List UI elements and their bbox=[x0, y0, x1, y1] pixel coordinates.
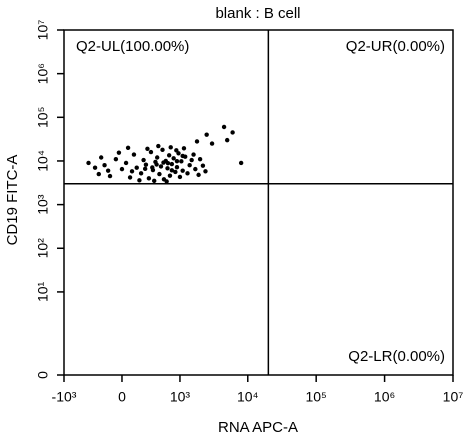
event-dot bbox=[127, 175, 133, 180]
quadrant-label: Q2-UR(0.00%) bbox=[346, 38, 445, 55]
event-dot bbox=[174, 158, 180, 164]
event-dot bbox=[164, 179, 169, 184]
event-dot bbox=[119, 166, 125, 172]
event-dot bbox=[187, 162, 192, 168]
plot-frame bbox=[63, 29, 454, 376]
event-dot bbox=[98, 155, 104, 160]
event-dot bbox=[193, 166, 198, 172]
y-tick-label: 0 bbox=[35, 371, 51, 379]
event-dot bbox=[146, 176, 152, 181]
y-axis-label: CD19 FITC-A bbox=[4, 155, 21, 246]
event-dot bbox=[158, 164, 164, 169]
event-dot bbox=[191, 152, 196, 157]
event-dot bbox=[160, 147, 165, 153]
event-dot bbox=[152, 178, 157, 184]
event-dot bbox=[197, 156, 203, 162]
y-tick-label: 10⁴ bbox=[35, 150, 51, 172]
event-dot bbox=[230, 130, 235, 135]
event-dot bbox=[209, 141, 215, 146]
event-dot bbox=[123, 160, 129, 166]
event-dot bbox=[167, 173, 173, 178]
quadrant-label: Q2-LR(0.00%) bbox=[348, 348, 445, 365]
event-dot bbox=[129, 169, 135, 174]
event-dot bbox=[189, 157, 194, 163]
event-dot bbox=[141, 157, 146, 163]
event-dot bbox=[142, 166, 148, 172]
x-tick-label: 10⁷ bbox=[443, 389, 464, 405]
x-tick-label: -10³ bbox=[52, 389, 77, 405]
x-tick-label: 10⁶ bbox=[374, 389, 395, 405]
event-dot bbox=[179, 159, 184, 164]
event-dot bbox=[169, 168, 175, 173]
x-tick-label: 0 bbox=[118, 389, 126, 405]
event-dot bbox=[204, 132, 209, 137]
y-tick-label: 10⁷ bbox=[35, 20, 51, 41]
event-dot bbox=[138, 171, 144, 176]
event-dot bbox=[154, 162, 159, 167]
event-dot bbox=[177, 174, 183, 180]
x-axis-label: RNA APC-A bbox=[218, 419, 298, 436]
y-tick-label: 10⁶ bbox=[35, 63, 51, 84]
event-dot bbox=[196, 172, 201, 178]
event-dot bbox=[174, 164, 180, 170]
y-tick-label: 10² bbox=[35, 238, 51, 259]
event-dot bbox=[137, 178, 142, 183]
event-dot bbox=[154, 155, 160, 160]
event-dot bbox=[107, 173, 113, 179]
event-dot bbox=[181, 146, 187, 151]
event-dot bbox=[96, 171, 101, 177]
event-dot bbox=[221, 124, 227, 130]
event-dot bbox=[169, 161, 175, 167]
event-dot bbox=[174, 148, 179, 153]
event-dot bbox=[194, 139, 200, 144]
y-tick-label: 10³ bbox=[35, 194, 51, 215]
event-dot bbox=[105, 168, 111, 173]
event-dot bbox=[116, 150, 122, 155]
event-dot bbox=[238, 160, 244, 166]
event-dot bbox=[180, 168, 185, 173]
event-dot bbox=[165, 160, 171, 166]
event-dot bbox=[224, 137, 230, 143]
event-dot bbox=[161, 160, 166, 165]
event-dot bbox=[165, 166, 170, 171]
event-dot bbox=[134, 165, 139, 170]
quadrant-label: Q2-UL(100.00%) bbox=[76, 38, 189, 55]
event-dot bbox=[131, 152, 137, 157]
event-dot bbox=[171, 156, 176, 161]
x-tick-label: 10⁴ bbox=[237, 389, 259, 405]
event-dot bbox=[168, 145, 173, 150]
y-tick-label: 10¹ bbox=[35, 281, 51, 302]
event-dot bbox=[166, 153, 172, 158]
event-dot bbox=[145, 146, 150, 151]
chart-title: blank : B cell bbox=[215, 5, 300, 22]
event-dot bbox=[92, 165, 98, 170]
event-dot bbox=[150, 165, 155, 170]
event-dot bbox=[185, 171, 190, 176]
event-dot bbox=[148, 149, 154, 155]
event-dot bbox=[125, 145, 131, 151]
event-dot bbox=[156, 143, 161, 149]
event-dot bbox=[102, 162, 107, 168]
event-dot bbox=[113, 156, 119, 162]
event-dot bbox=[200, 163, 206, 168]
y-tick-label: 10⁵ bbox=[35, 107, 51, 128]
event-dot bbox=[143, 162, 149, 167]
event-dot bbox=[203, 169, 208, 174]
event-dot bbox=[180, 153, 185, 159]
x-tick-label: 10³ bbox=[170, 389, 191, 405]
event-dot bbox=[157, 171, 162, 177]
x-tick-label: 10⁵ bbox=[305, 389, 326, 405]
event-dot bbox=[173, 169, 178, 175]
event-dot bbox=[86, 160, 91, 166]
